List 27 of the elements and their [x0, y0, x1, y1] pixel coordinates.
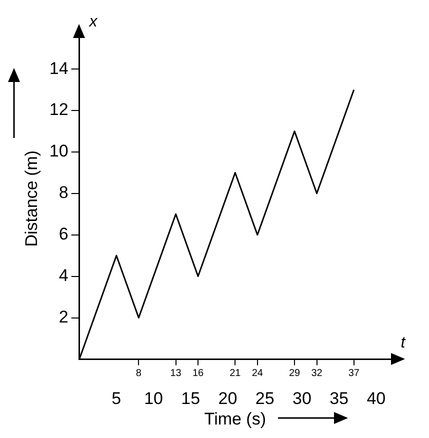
- x-tick-label: 13: [170, 368, 182, 379]
- x2-tick-label: 5: [112, 389, 122, 408]
- x2-tick-label: 25: [255, 389, 274, 408]
- y-tick-label: 6: [58, 224, 68, 244]
- x-tick-label: 8: [136, 368, 142, 379]
- y-tick-label: 8: [58, 183, 68, 202]
- x-tick-label: 16: [192, 368, 204, 379]
- x2-tick-label: 30: [292, 389, 312, 408]
- x2-tick-label: 40: [366, 389, 386, 408]
- y-tick-label: 4: [58, 266, 68, 285]
- y-tick-label: 2: [58, 307, 68, 326]
- x-tick-label: 37: [348, 368, 360, 379]
- x-tick-label: 32: [311, 368, 323, 379]
- y-tick-label: 12: [49, 100, 68, 120]
- x2-tick-label: 20: [218, 389, 238, 408]
- y-tick-label: 10: [49, 142, 68, 161]
- y-axis-title: Distance (m): [22, 150, 41, 247]
- x-tick-label: 24: [252, 368, 264, 379]
- x-tick-label: 29: [288, 368, 301, 379]
- x2-tick-label: 10: [144, 389, 163, 408]
- text: x: [88, 13, 98, 30]
- x-tick-label: 21: [230, 368, 242, 379]
- x-axis-title: Time (s): [204, 409, 266, 428]
- x2-tick-label: 35: [330, 389, 349, 408]
- text: t: [400, 334, 406, 352]
- x2-tick-label: 15: [181, 389, 200, 408]
- y-tick-label: 14: [49, 58, 68, 78]
